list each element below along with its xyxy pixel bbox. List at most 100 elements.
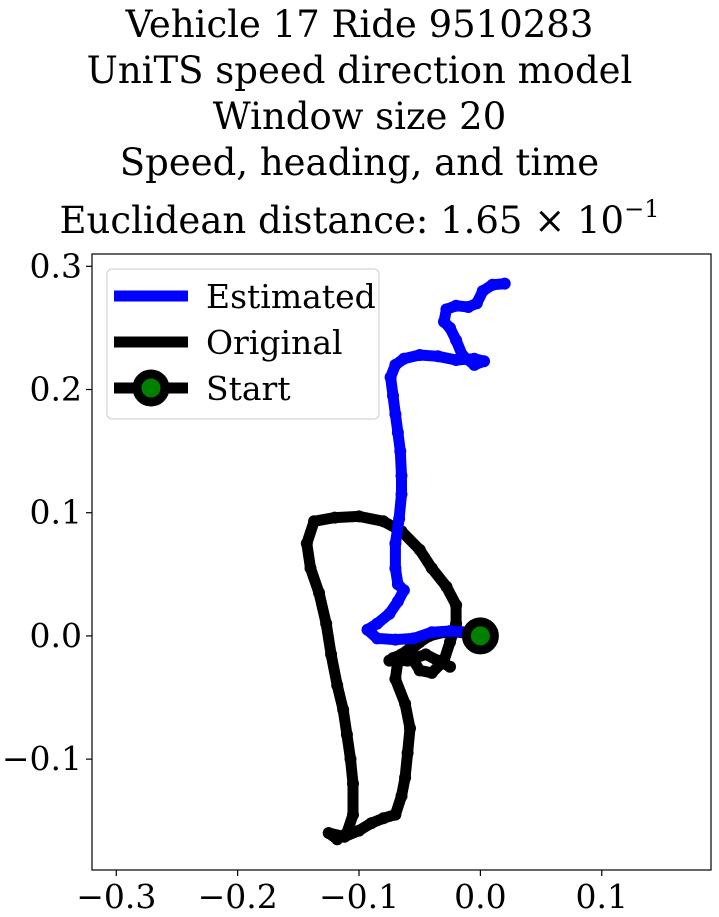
original-point (389, 673, 402, 685)
x-tick-label: −0.2 (198, 877, 278, 916)
estimated-point (476, 285, 489, 297)
original-point (322, 827, 335, 839)
y-tick-label: −0.1 (2, 739, 82, 778)
estimated-point (393, 512, 406, 525)
estimated-point (389, 358, 402, 371)
original-point (425, 666, 438, 679)
original-point (340, 728, 353, 741)
estimated-point (468, 358, 481, 371)
estimated-point (389, 633, 402, 646)
original-point (347, 808, 359, 821)
original-point (395, 790, 408, 803)
original-point (353, 510, 365, 523)
estimated-point (395, 488, 408, 501)
estimated-point (395, 469, 408, 482)
estimated-point (384, 371, 397, 384)
estimated-point (431, 350, 444, 363)
estimated-point (478, 355, 490, 368)
original-point (377, 515, 390, 528)
original-point (300, 537, 313, 550)
original-point (313, 586, 325, 599)
original-point (413, 664, 426, 677)
original-point (404, 722, 416, 735)
estimated-point (389, 562, 402, 575)
original-point (401, 747, 414, 759)
estimated-point (389, 537, 402, 550)
legend-swatch-start-marker (132, 369, 170, 407)
original-point (389, 808, 402, 821)
estimated-point (361, 623, 374, 636)
original-point (325, 648, 338, 661)
title-line-4: Speed, heading, and time (119, 141, 600, 184)
estimated-point (389, 408, 402, 421)
legend-label-start: Start (206, 369, 291, 408)
x-tick-label: 0.1 (576, 877, 628, 916)
legend-box (106, 268, 380, 420)
estimated-point (470, 297, 483, 310)
original-point (340, 827, 353, 839)
estimated-point (450, 299, 463, 312)
estimated-point (371, 617, 384, 630)
original-point (401, 654, 414, 667)
original-point (404, 642, 416, 655)
original-point (425, 562, 438, 575)
axes-layer: −0.3 −0.2 −0.1 0.0 0.1 −0.1 0.0 0.1 0.2 0.3 (2, 246, 628, 916)
chart-title: Vehicle 17 Ride 9510283 UniTS speed dire… (0, 0, 719, 244)
original-point (399, 697, 412, 710)
estimated-point (394, 445, 407, 458)
original-point (377, 812, 390, 825)
y-tick-label: 0.3 (30, 246, 82, 285)
original-point (320, 617, 333, 630)
original-point (431, 654, 444, 667)
estimated-point (371, 632, 384, 645)
original-point (347, 777, 359, 790)
original-point (328, 511, 341, 524)
estimated-point (425, 626, 438, 639)
x-tick-label: −0.1 (319, 877, 399, 916)
estimated-point (397, 352, 410, 365)
series-line-estimated (362, 278, 511, 646)
original-point (331, 833, 344, 846)
title-line-5-prefix: Euclidean distance: 1.65 × 10 (59, 199, 625, 242)
start-marker (461, 617, 499, 655)
original-point (337, 703, 350, 716)
original-point (344, 753, 357, 766)
estimated-point (387, 389, 399, 402)
original-point (413, 543, 426, 556)
original-point (308, 515, 321, 528)
title-line-5: Euclidean distance: 1.65 × 10−1 (0, 186, 719, 244)
y-tick-label: 0.0 (30, 616, 82, 655)
plot-frame (91, 253, 712, 871)
title-line-5-exponent: −1 (624, 195, 660, 223)
original-point (353, 824, 365, 837)
legend: Estimated Original Start (106, 268, 380, 420)
x-tick-label: −0.3 (76, 877, 156, 916)
title-line-1: Vehicle 17 Ride 9510283 (125, 3, 594, 46)
original-point (383, 654, 396, 667)
estimated-point (413, 349, 426, 361)
original-point (450, 599, 463, 612)
estimated-point (486, 278, 499, 291)
estimated-point (498, 277, 511, 290)
y-tick-label: 0.2 (30, 370, 82, 409)
x-tick-label: 0.0 (454, 877, 506, 916)
legend-label-original: Original (206, 323, 343, 362)
estimated-point (391, 595, 404, 608)
title-line-3: Window size 20 (212, 95, 507, 138)
y-tick-label: 0.1 (30, 493, 82, 532)
legend-label-estimated: Estimated (206, 277, 376, 316)
original-point (304, 562, 317, 575)
original-point (331, 679, 344, 692)
estimated-point (391, 426, 404, 439)
estimated-point (407, 632, 420, 645)
estimated-point (456, 349, 469, 361)
original-point (365, 817, 378, 830)
original-point (440, 580, 453, 593)
original-point (399, 771, 412, 784)
original-point (444, 636, 456, 649)
original-point (419, 648, 432, 661)
estimated-point (450, 334, 463, 347)
estimated-point (444, 625, 456, 637)
estimated-point (438, 315, 450, 328)
